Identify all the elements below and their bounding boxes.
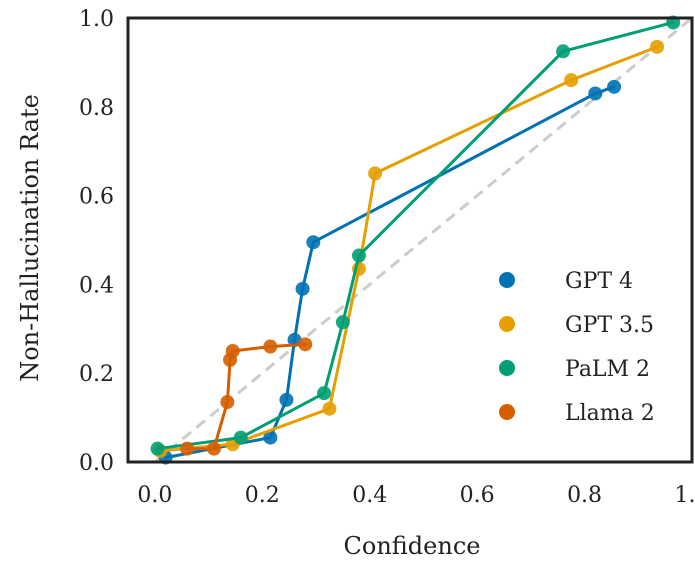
- legend-marker: [499, 272, 515, 288]
- data-point-llama-2: [220, 395, 235, 410]
- plot-frame: [126, 16, 694, 464]
- series-line-palm-2: [156, 20, 675, 451]
- data-point-palm-2: [233, 430, 248, 445]
- x-tick-label: 0.6: [460, 483, 495, 508]
- data-point-gpt-4: [263, 430, 278, 445]
- data-point-llama-2: [225, 344, 240, 358]
- data-point-llama-2: [206, 441, 221, 456]
- y-tick-label: 1.0: [79, 7, 114, 32]
- series-line-gpt-3-5: [158, 45, 659, 453]
- data-point-palm-2: [317, 386, 332, 401]
- data-point-palm-2: [351, 248, 366, 263]
- data-point-gpt-4: [607, 79, 622, 94]
- data-point-palm-2: [150, 441, 165, 456]
- data-point-gpt-3-5: [650, 39, 665, 54]
- x-tick-label: 0.0: [137, 483, 172, 508]
- data-point-gpt-3-5: [564, 73, 579, 88]
- data-point-gpt-3-5: [322, 401, 337, 416]
- y-tick-label: 0.8: [79, 96, 114, 121]
- y-tick-label: 0.6: [79, 185, 114, 210]
- data-point-gpt-4: [279, 392, 294, 407]
- data-point-llama-2: [263, 339, 278, 354]
- y-tick-label: 0.0: [79, 451, 114, 476]
- x-tick-label: 0.2: [245, 483, 280, 508]
- data-point-gpt-3-5: [368, 166, 383, 181]
- data-point-palm-2: [556, 44, 571, 59]
- x-tick-label: 0.4: [352, 483, 387, 508]
- x-tick-label: 0.8: [567, 483, 602, 508]
- data-point-palm-2: [335, 315, 350, 330]
- data-point-gpt-4: [295, 281, 310, 296]
- legend-marker: [499, 360, 515, 376]
- legend-label: GPT 4: [565, 269, 633, 294]
- data-point-llama-2: [298, 337, 313, 352]
- plot-area: 0.0 0.2 0.4 0.6 0.8 1.0 0.0 0.2 0.4 0.6 0.8 1.0: [79, 7, 695, 508]
- x-axis-label: Confidence: [344, 532, 481, 560]
- data-point-llama-2: [180, 441, 195, 456]
- y-tick-label: 0.2: [79, 362, 114, 387]
- legend-marker: [499, 404, 515, 420]
- y-tick-label: 0.4: [79, 273, 114, 298]
- y-axis-label: Non-Hallucination Rate: [16, 94, 44, 382]
- legend-marker: [499, 316, 515, 332]
- data-point-gpt-4: [588, 86, 603, 101]
- legend: GPT 4 GPT 3.5 PaLM 2 Llama 2: [499, 269, 655, 426]
- data-point-gpt-4: [306, 235, 321, 250]
- legend-label: PaLM 2: [565, 357, 650, 382]
- legend-label: Llama 2: [565, 401, 655, 426]
- x-tick-label: 1.0: [675, 483, 695, 508]
- legend-label: GPT 3.5: [565, 313, 654, 338]
